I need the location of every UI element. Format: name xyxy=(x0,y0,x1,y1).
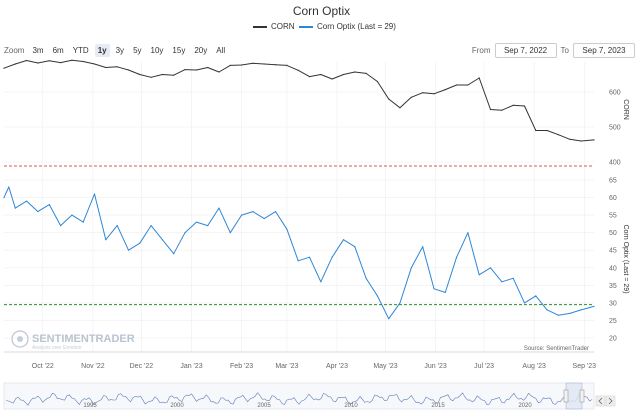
y-tick-label: 45 xyxy=(609,248,617,255)
source-note: Source: SentimenTrader xyxy=(524,346,589,352)
y-axis-title: CORN xyxy=(622,99,629,120)
y-tick-label: 400 xyxy=(609,160,621,167)
zoom-button-3m[interactable]: 3m xyxy=(32,45,44,55)
y-tick-label: 40 xyxy=(609,265,617,272)
y-tick-label: 500 xyxy=(609,125,621,132)
navigator-year-label: 2005 xyxy=(257,403,271,409)
watermark-brand: SENTIMENTRADER xyxy=(32,333,135,345)
x-tick-label: Mar '23 xyxy=(275,363,298,370)
x-tick-label: May '23 xyxy=(373,363,397,370)
zoom-button-all[interactable]: All xyxy=(216,45,226,55)
navigator-series-line xyxy=(5,392,593,406)
x-tick-label: Apr '23 xyxy=(326,363,348,370)
y-tick-label: 50 xyxy=(609,230,617,237)
y-tick-label: 60 xyxy=(609,195,617,202)
navigator-year-label: 2020 xyxy=(518,403,532,409)
series-line xyxy=(3,59,595,142)
navigator[interactable]: 1995 2000 2005 2010 2015 2020 xyxy=(3,382,595,410)
from-label: From xyxy=(471,45,491,55)
y-tick-label: 30 xyxy=(609,300,617,307)
watermark-logo-dot xyxy=(17,336,23,342)
x-tick-label: Jun '23 xyxy=(424,363,446,370)
grid xyxy=(4,62,594,352)
navigator-year-label: 2010 xyxy=(344,403,358,409)
scroll-right-button[interactable] xyxy=(605,395,616,407)
chevron-right-icon xyxy=(608,397,613,405)
zoom-label: Zoom xyxy=(4,45,25,55)
to-label: To xyxy=(560,45,569,55)
watermark-tagline: Analysis over Emotion xyxy=(32,345,82,351)
series-line xyxy=(3,186,595,320)
watermark-logo-icon xyxy=(11,330,29,348)
x-axis: Oct '22 Nov '22 Dec '22 Jan '23 Feb '23 Mar '… xyxy=(4,351,597,370)
chart-title: Corn Optix xyxy=(292,4,351,18)
navigator-year-label: 2000 xyxy=(170,403,184,409)
zoom-button-3y[interactable]: 3y xyxy=(115,45,125,55)
from-date-input[interactable]: Sep 7, 2022 xyxy=(494,42,557,58)
y-axis-title: Corn Optix (Last = 29) xyxy=(622,224,629,293)
y-tick-label: 25 xyxy=(609,318,617,325)
zoom-button-6m[interactable]: 6m xyxy=(52,45,64,55)
watermark: SENTIMENTRADER Analysis over Emotion xyxy=(11,330,135,351)
chevron-left-icon xyxy=(598,397,603,405)
navigator-year-labels: 1995 2000 2005 2010 2015 2020 xyxy=(83,403,532,409)
scroll-left-button[interactable] xyxy=(595,395,606,407)
y-tick-label: 20 xyxy=(609,336,617,343)
zoom-button-10y[interactable]: 10y xyxy=(150,45,164,55)
legend-swatch-corn xyxy=(253,25,267,28)
zoom-button-1y[interactable]: 1y xyxy=(94,43,110,57)
navigator-background xyxy=(3,382,595,410)
legend-label-optix: Corn Optix (Last = 29) xyxy=(317,22,396,31)
navigator-year-label: 2015 xyxy=(431,403,445,409)
zoom-button-20y[interactable]: 20y xyxy=(194,45,208,55)
navigator-left-handle[interactable] xyxy=(563,389,569,403)
x-tick-label: Sep '23 xyxy=(573,363,597,370)
y-tick-label: 600 xyxy=(609,90,621,97)
x-tick-label: Oct '22 xyxy=(32,363,54,370)
legend-item-corn[interactable]: CORN xyxy=(253,22,295,31)
y-tick-label: 65 xyxy=(609,178,617,185)
y-tick-label: 55 xyxy=(609,213,617,220)
legend: CORN Corn Optix (Last = 29) xyxy=(0,22,643,36)
legend-swatch-optix xyxy=(299,25,313,28)
x-tick-label: Dec '22 xyxy=(130,363,154,370)
zoom-button-15y[interactable]: 15y xyxy=(172,45,186,55)
to-date-input[interactable]: Sep 7, 2023 xyxy=(573,42,635,58)
x-tick-label: Feb '23 xyxy=(230,363,253,370)
x-tick-label: Jan '23 xyxy=(180,363,202,370)
zoom-button-5y[interactable]: 5y xyxy=(133,45,142,55)
y-tick-label: 35 xyxy=(609,283,617,290)
zoom-button-ytd[interactable]: YTD xyxy=(72,45,89,55)
zoom-bar: Zoom 3m 6m YTD 1y 3y 5y 10y 15y 20y All xyxy=(4,42,228,58)
navigator-year-label: 1995 xyxy=(83,403,97,409)
x-tick-label: Aug '23 xyxy=(522,363,546,370)
navigator-right-handle[interactable] xyxy=(579,389,585,403)
legend-label-corn: CORN xyxy=(271,22,295,31)
x-tick-label: Nov '22 xyxy=(81,363,105,370)
date-range: From Sep 7, 2022 To Sep 7, 2023 xyxy=(472,42,635,58)
navigator-selection[interactable] xyxy=(565,382,583,410)
legend-item-optix[interactable]: Corn Optix (Last = 29) xyxy=(299,22,396,31)
x-tick-label: Jul '23 xyxy=(474,363,494,370)
optix-panel: 20 25 30 35 40 45 50 55 60 65 Corn Optix (Last = 2… xyxy=(3,178,629,343)
